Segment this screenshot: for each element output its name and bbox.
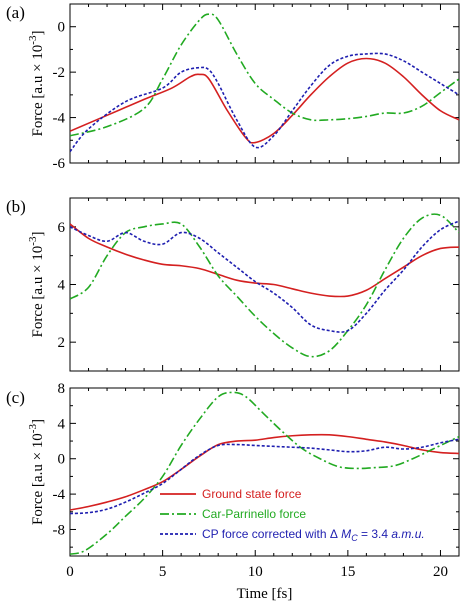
series-group [70, 13, 459, 153]
y-tick-label: -4 [53, 111, 66, 127]
x-tick-label: 5 [159, 564, 167, 580]
y-tick-label: 6 [58, 220, 66, 236]
x-tick-label: 10 [248, 564, 263, 580]
panel-label: (a) [6, 3, 25, 22]
y-tick-label: -4 [53, 487, 66, 503]
y-tick-label: 4 [58, 278, 66, 294]
panel-label: (b) [6, 197, 26, 216]
legend: Ground state force Car-Parrinello force CP… [160, 487, 425, 543]
plot-frame [69, 387, 460, 557]
plot-frame [69, 197, 460, 372]
panel-label: (c) [6, 388, 25, 407]
panel-b: (b) 6 4 2 Force [a.u × 10-3] [6, 197, 460, 372]
y-tick-label: 0 [58, 452, 66, 468]
series-group [70, 213, 459, 358]
x-tick-label: 20 [433, 564, 448, 580]
y-tick-label: -2 [53, 65, 66, 81]
y-tick-label: -8 [53, 522, 66, 538]
y-axis-label: Force [a.u × 10-3] [27, 31, 46, 137]
legend-label-cp: Car-Parrinello force [202, 507, 306, 521]
plot-frame [69, 3, 460, 164]
legend-label-corrected: CP force corrected with Δ MC = 3.4 a.m.u… [202, 527, 425, 543]
series-line-ground [70, 223, 459, 298]
series-line-cp [70, 391, 459, 556]
x-tick-label: 15 [340, 564, 355, 580]
y-tick-label: 8 [58, 381, 66, 397]
x-tick-label: 0 [66, 564, 74, 580]
y-tick-label: 2 [58, 335, 66, 351]
panel-a: (a) 0 -2 -4 -6 Force [a.u × 10-3] [6, 3, 460, 172]
series-line-cp [70, 13, 459, 137]
y-tick-label: -6 [53, 156, 66, 172]
series-line-corrected [70, 52, 459, 153]
series-line-ground [70, 57, 459, 144]
series-line-corrected [70, 220, 459, 333]
series-line-corrected [70, 438, 459, 515]
series-line-cp [70, 213, 459, 358]
y-tick-label: 4 [58, 416, 66, 432]
x-axis-label: Time [fs] [237, 586, 293, 602]
series-group [70, 391, 459, 556]
y-tick-label: 0 [58, 20, 66, 36]
y-axis-label: Force [a.u × 10-3] [27, 232, 46, 338]
legend-label-ground: Ground state force [202, 487, 302, 501]
series-line-ground [70, 433, 459, 511]
y-axis-label: Force [a.u × 10-3] [27, 419, 46, 525]
panel-c: (c) 8 4 0 -4 -8 0 5 10 15 20 Force [a.u × 10-3] Time… [6, 381, 460, 602]
